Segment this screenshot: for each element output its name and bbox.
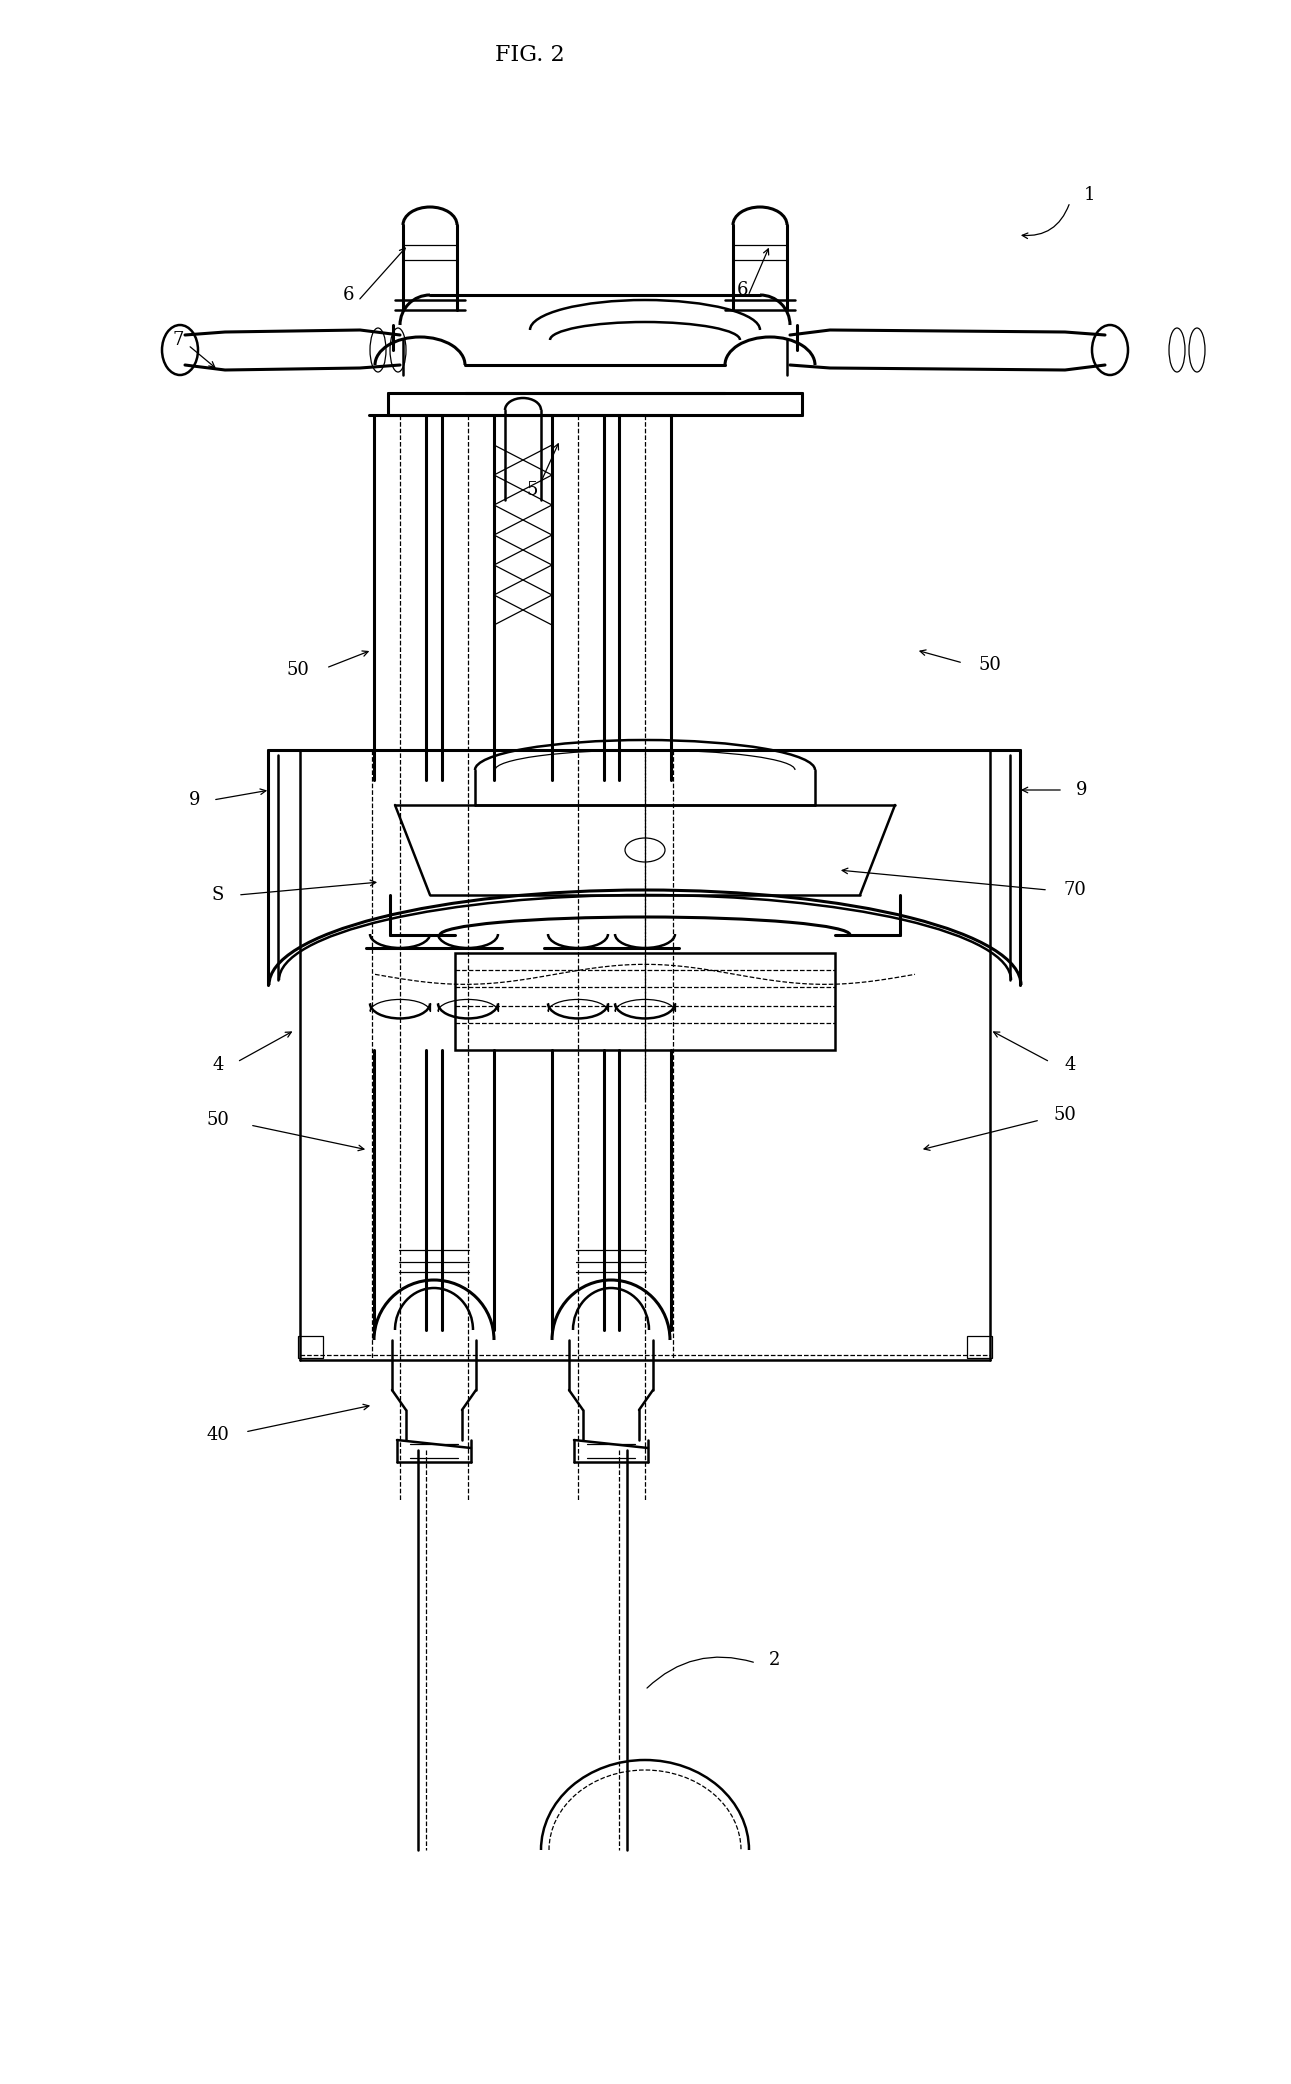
Text: 7: 7	[172, 331, 183, 348]
Bar	[298, 1336, 323, 1359]
Text: 4: 4	[212, 1057, 223, 1073]
Text: 40: 40	[207, 1425, 230, 1444]
Text: 70: 70	[1064, 882, 1087, 898]
Text: 50: 50	[207, 1111, 230, 1130]
Text: 50: 50	[979, 656, 1002, 673]
Text: 5: 5	[527, 481, 537, 498]
Text: 50: 50	[287, 661, 310, 679]
Text: S: S	[212, 886, 225, 904]
Text: 6: 6	[736, 281, 747, 298]
Text: 6: 6	[342, 286, 354, 304]
Text: 50: 50	[1053, 1107, 1077, 1123]
Text: 9: 9	[190, 792, 200, 809]
Text: 2: 2	[769, 1651, 781, 1669]
Text: 1: 1	[1084, 185, 1096, 204]
Text: 4: 4	[1064, 1057, 1075, 1073]
Text: 9: 9	[1077, 782, 1088, 798]
Text: FIG. 2: FIG. 2	[496, 44, 565, 67]
Bar	[454, 952, 835, 1050]
Bar	[967, 1336, 991, 1359]
